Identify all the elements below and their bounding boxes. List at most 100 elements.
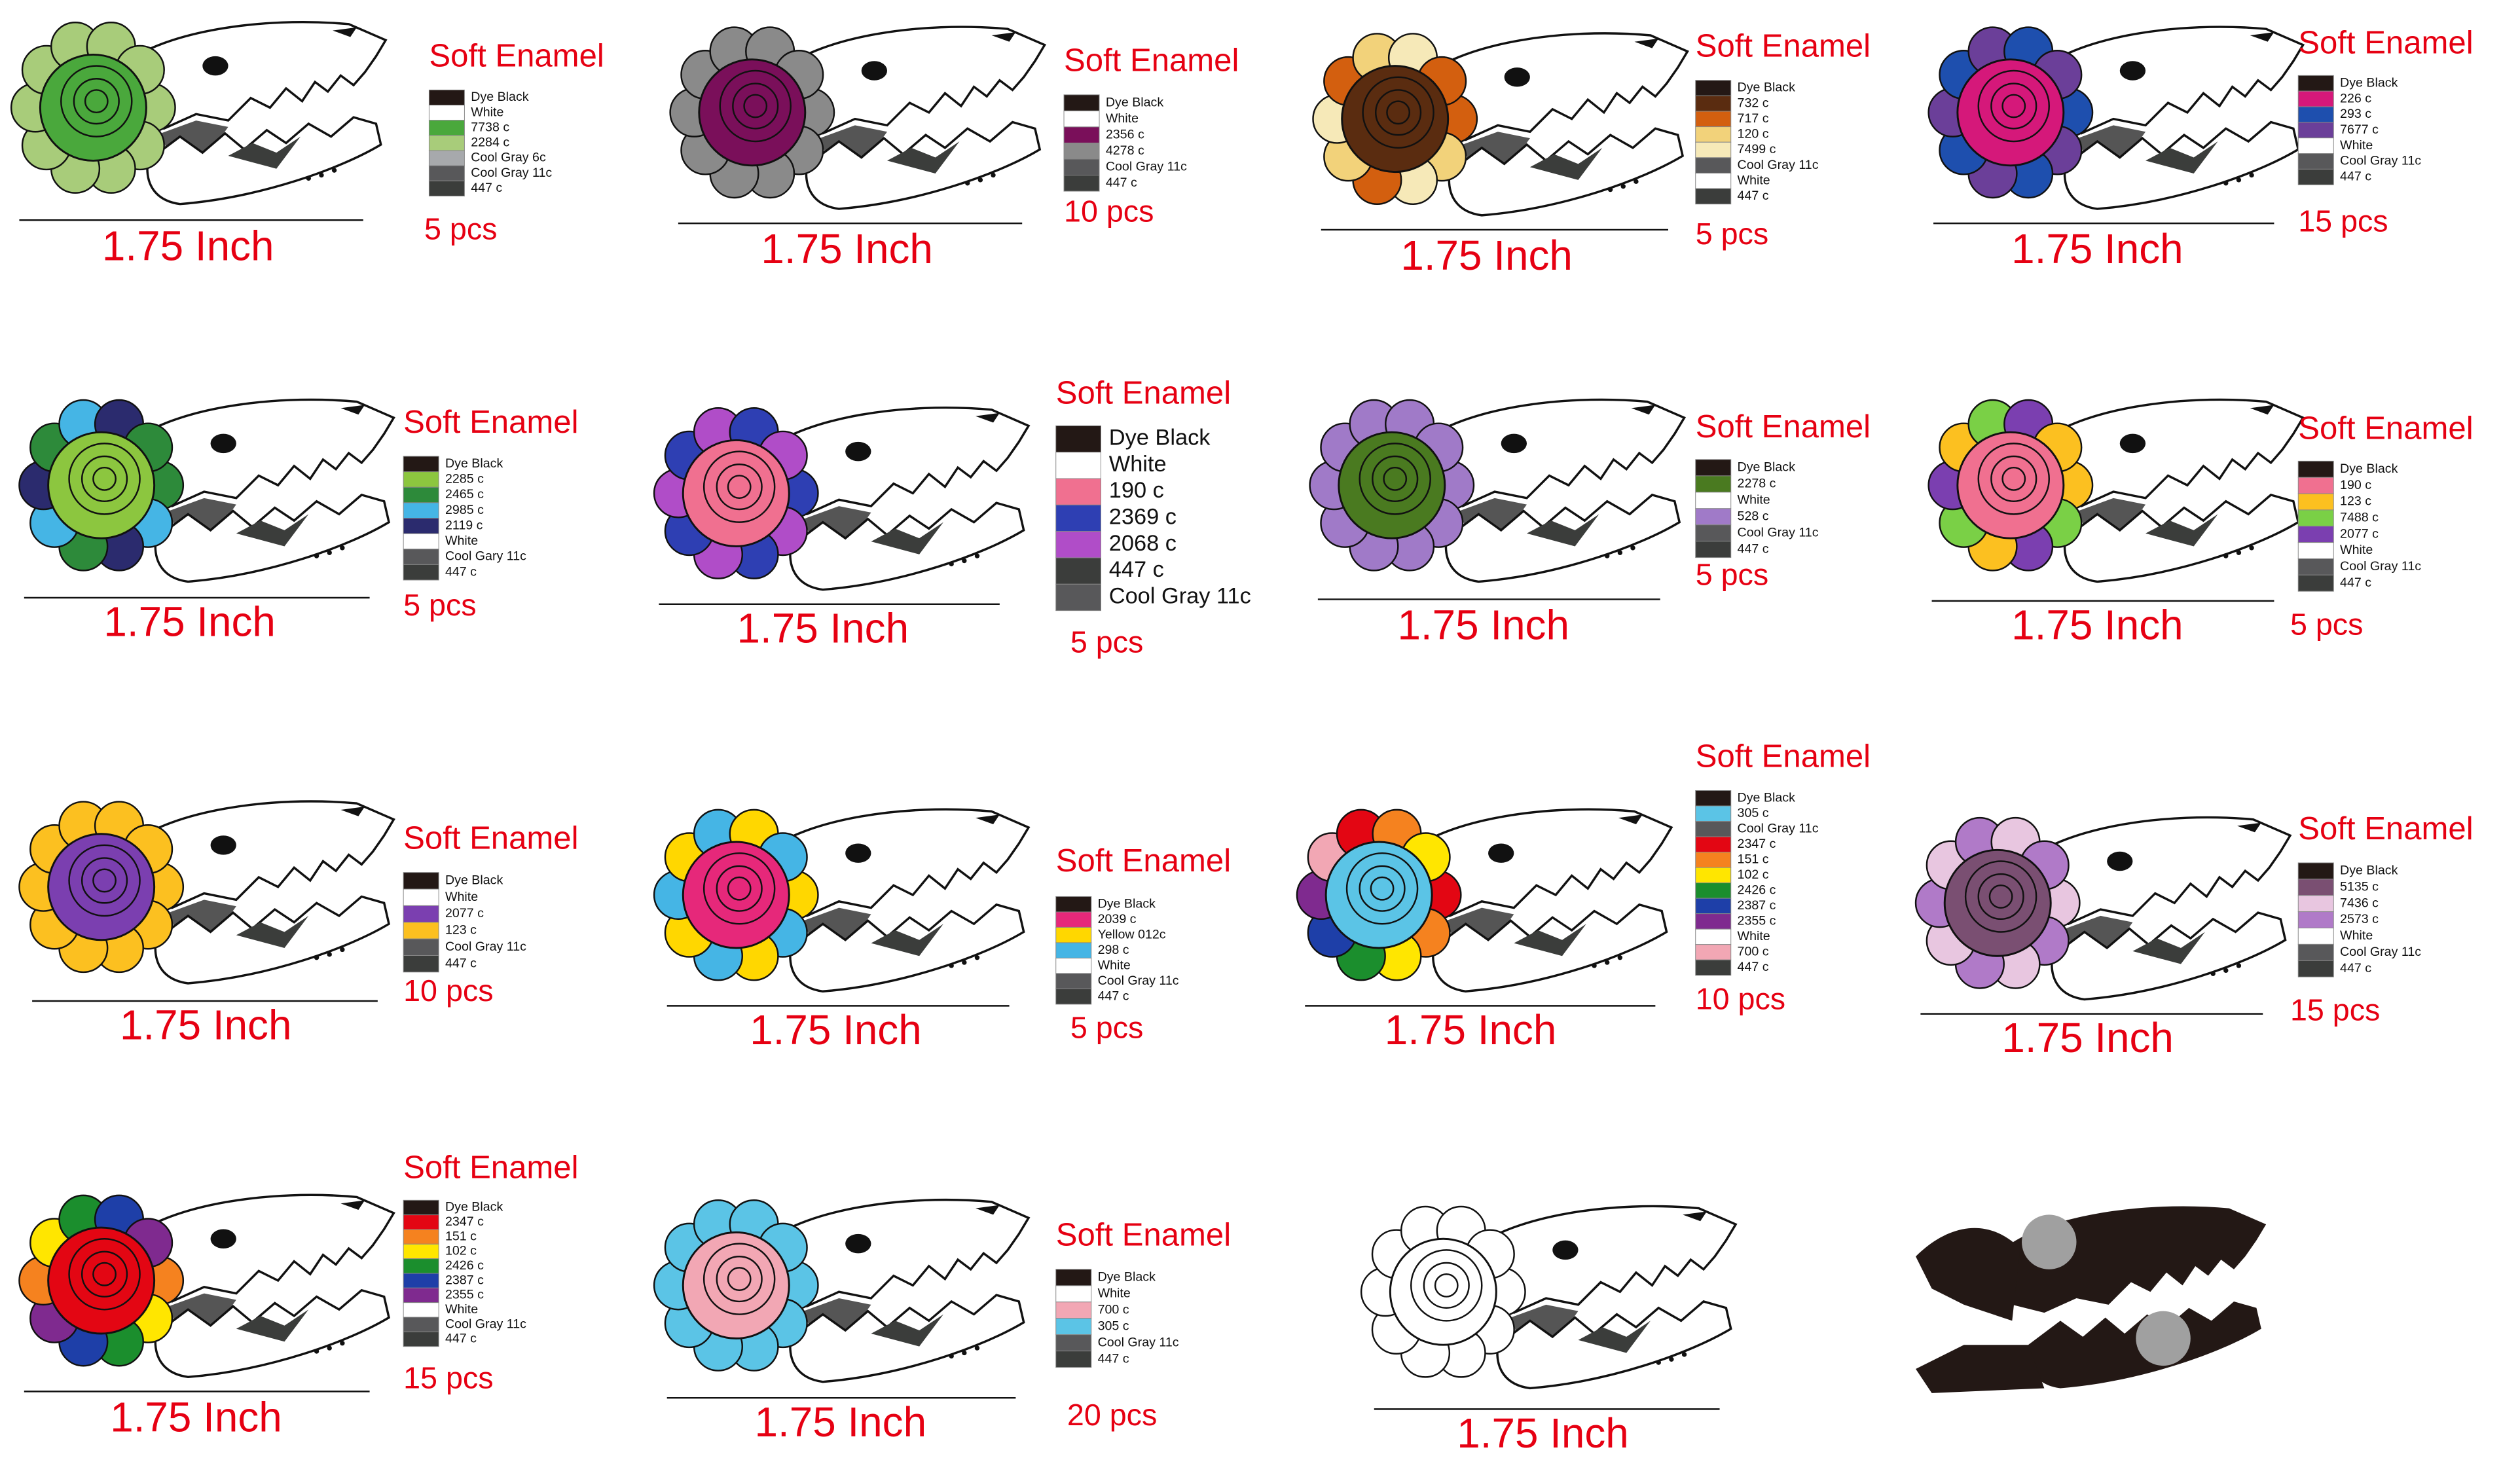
color-name: 2465 c <box>445 487 484 501</box>
color-name: 447 c <box>1738 189 1769 203</box>
rose-swirl <box>727 876 752 901</box>
color-name: 447 c <box>2340 961 2371 975</box>
rose-swirl <box>1990 82 2037 130</box>
swatch <box>2297 526 2334 543</box>
color-name: Dye Black <box>2340 864 2398 878</box>
back-silhouette <box>1916 1206 2267 1393</box>
rose <box>1389 1237 1497 1346</box>
color-name: Cool Gray 11c <box>1106 159 1187 173</box>
finish-label: Soft Enamel <box>403 405 578 440</box>
quantity: 5 pcs <box>1070 625 1143 659</box>
color-name: White <box>1738 492 1770 507</box>
color-name: 732 c <box>1738 96 1769 110</box>
finish-label: Soft Enamel <box>1696 738 1871 774</box>
color-name: 102 c <box>445 1244 477 1258</box>
rose-swirl <box>92 466 117 491</box>
color-name: 447 c <box>1738 541 1769 556</box>
color-name: Cool Gray 11c <box>2340 559 2421 574</box>
swatch <box>428 135 465 151</box>
swatch <box>1695 126 1732 143</box>
swatch <box>1055 942 1092 958</box>
color-name: Yellow 012c <box>1098 927 1166 941</box>
rose-swirl <box>716 1255 763 1303</box>
swatch <box>428 165 465 181</box>
color-name: 2284 c <box>471 136 509 150</box>
swatch <box>1055 1269 1092 1286</box>
finish-label: Soft Enamel <box>2298 26 2473 61</box>
rose-swirl <box>84 89 109 114</box>
color-name: 447 c <box>1109 557 1164 582</box>
color-name: 4278 c <box>1106 143 1144 158</box>
color-name: Dye Black <box>2340 462 2398 476</box>
quantity: 10 pcs <box>403 974 493 1008</box>
rose-swirl <box>1383 466 1408 491</box>
swatch <box>1055 957 1092 974</box>
color-name: 2119 c <box>445 518 483 532</box>
color-name: 293 c <box>2340 107 2371 121</box>
swatch <box>1055 557 1101 585</box>
swatch <box>403 533 439 550</box>
swatch <box>1055 531 1101 558</box>
swatch <box>1055 911 1092 928</box>
color-name: White <box>1098 1286 1131 1300</box>
color-name: 2285 c <box>445 472 484 486</box>
color-name: 7436 c <box>2340 896 2379 910</box>
color-name: 2387 c <box>445 1273 484 1287</box>
color-name: Cool Gray 6c <box>471 151 546 165</box>
rose-swirl <box>1375 89 1422 136</box>
swatch <box>1695 898 1732 915</box>
quantity: 5 pcs <box>1070 1010 1143 1044</box>
rose <box>682 841 790 949</box>
color-name: 447 c <box>445 564 477 579</box>
color-name: White <box>1109 452 1167 477</box>
swatch <box>403 922 439 939</box>
swatch <box>1695 188 1732 205</box>
color-name: Dye Black <box>2340 75 2398 90</box>
rose <box>47 833 156 941</box>
rose-swirl <box>81 1250 128 1298</box>
swatch <box>2297 460 2334 478</box>
size-label: 1.75 Inch <box>2011 601 2183 648</box>
swatch <box>403 1214 439 1230</box>
swatch <box>1695 867 1732 884</box>
color-name: 700 c <box>1738 945 1769 959</box>
color-name: 102 c <box>1738 867 1769 882</box>
swatch <box>1695 805 1732 822</box>
rose-swirl <box>73 78 120 125</box>
size-label: 1.75 Inch <box>1457 1410 1629 1457</box>
color-name: 2278 c <box>1738 477 1776 491</box>
quantity: 20 pcs <box>1067 1398 1157 1432</box>
swatch <box>1055 973 1092 989</box>
rose-swirl <box>1988 884 2013 909</box>
color-name: 2426 c <box>1738 883 1776 898</box>
color-name: Cool Gray 11c <box>1738 158 1819 172</box>
color-name: White <box>471 105 503 119</box>
finish-label: Soft Enamel <box>1696 409 1871 445</box>
rose-swirl <box>716 865 763 912</box>
swatch <box>1695 959 1732 976</box>
swatch <box>1695 836 1732 853</box>
size-label: 1.75 Inch <box>2011 225 2183 272</box>
rose-swirl <box>68 844 141 917</box>
swatch <box>1055 425 1101 453</box>
color-name: 7738 c <box>471 120 509 134</box>
swatch <box>1695 111 1732 128</box>
rose-swirl <box>1372 455 1419 502</box>
rose <box>1956 58 2065 167</box>
quantity: 5 pcs <box>403 588 476 622</box>
swatch <box>403 1258 439 1274</box>
rose-swirl <box>719 69 792 143</box>
swatch <box>2297 879 2334 896</box>
color-name: Cool Gray 11c <box>1098 974 1179 988</box>
color-name: Cool Gray 11c <box>1738 821 1819 835</box>
pin-post <box>2022 1214 2077 1269</box>
swatch <box>1695 821 1732 837</box>
size-label: 1.75 Inch <box>2001 1014 2174 1061</box>
color-name: Dye Black <box>1738 460 1796 475</box>
rose-swirl <box>703 852 776 925</box>
pin-design <box>18 800 395 985</box>
rose-swirl <box>1434 1273 1459 1298</box>
swatch <box>1695 928 1732 945</box>
swatch <box>1055 583 1101 611</box>
swatch <box>1055 988 1092 1005</box>
